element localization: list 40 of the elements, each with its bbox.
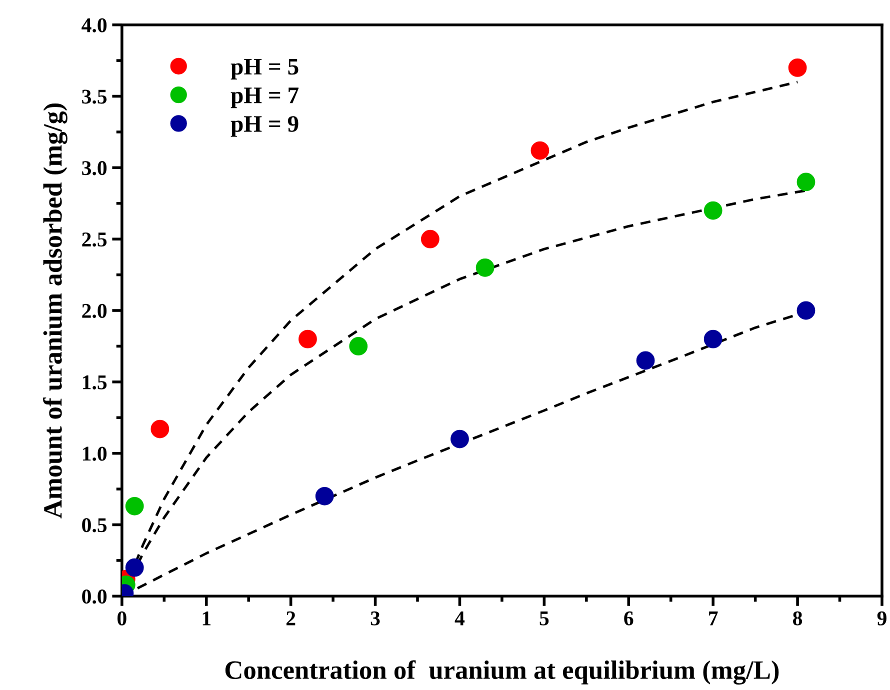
point [796,301,816,320]
x-axis-title: Concentration of uranium at equilibrium (mg/L) [225,660,779,685]
x-tick-label: 1 [202,611,211,626]
x-tick-label: 6 [624,611,634,626]
point [450,430,469,448]
y-tick-label: 1.5 [82,375,107,390]
x-tick-label: 4 [454,611,465,626]
legend-label: pH = 7 [230,88,299,108]
point [315,486,334,506]
y-axis-title: Amount of uranium adsorbed (mg/g) [43,103,68,518]
point [349,337,368,356]
point [125,496,144,516]
y-tick-label: 1.0 [82,446,107,461]
x-tick-label: 0 [118,611,126,626]
point [636,351,655,370]
y-tick-label: 0.5 [82,518,107,532]
x-tick-label: 8 [793,611,802,626]
point [420,230,440,248]
legend-label: pH = 5 [230,58,298,80]
y-tick-label: 3.5 [82,90,107,104]
point [796,172,816,192]
y-tick-label: 0.0 [82,590,107,604]
x-tick-label: 9 [877,611,886,626]
point [704,330,722,348]
point [788,58,807,77]
x-tick-label: 3 [370,611,380,626]
x-tick-label: 5 [540,612,549,626]
point [298,330,317,348]
x-tick-label: 7 [709,612,718,626]
y-tick-label: 2.0 [82,304,107,318]
point [476,258,494,277]
point [704,201,722,220]
y-tick-label: 4.0 [82,18,107,32]
point [150,420,170,438]
x-tick-label: 2 [286,611,296,626]
y-tick-label: 2.5 [82,232,107,247]
legend-label: pH = 9 [230,116,298,137]
point [530,141,550,160]
point [125,558,144,577]
y-tick-label: 3.0 [82,161,107,176]
